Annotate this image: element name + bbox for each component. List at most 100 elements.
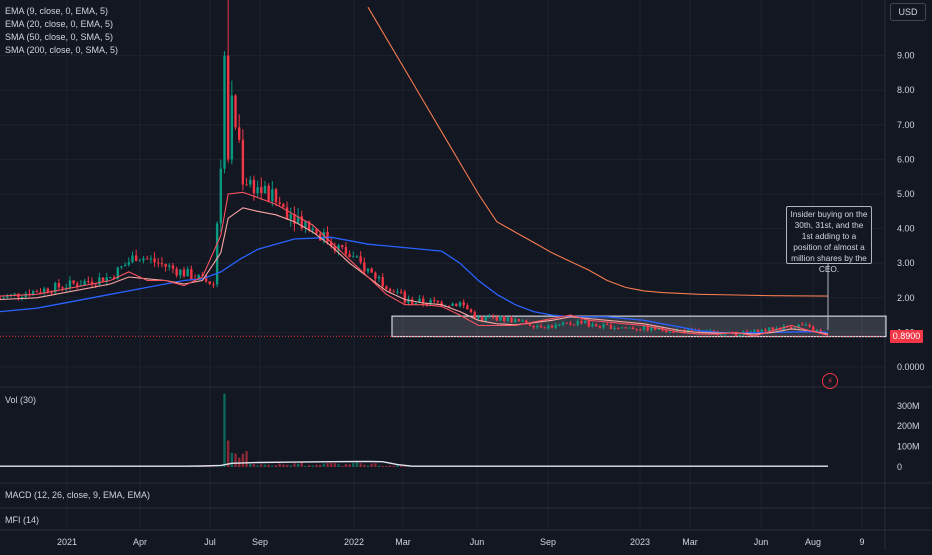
candle-body xyxy=(264,186,266,193)
volume-bar xyxy=(356,463,358,467)
legend-ema20[interactable]: EMA (20, close, 0, EMA, 5) xyxy=(5,18,113,31)
price-tick-label: 7.00 xyxy=(897,120,915,130)
candle-body xyxy=(135,256,137,261)
candle-body xyxy=(621,327,623,328)
candle-body xyxy=(396,292,398,293)
candle-body xyxy=(168,266,170,267)
volume-bar xyxy=(282,464,284,467)
candle-body xyxy=(72,280,74,283)
candle-body xyxy=(164,264,166,267)
candle-body xyxy=(382,277,384,286)
candle-body xyxy=(481,317,483,321)
candle-body xyxy=(606,324,608,325)
candle-body xyxy=(753,330,755,332)
candle-body xyxy=(260,187,262,193)
candle-body xyxy=(646,326,648,330)
candle-body xyxy=(139,260,141,261)
volume-bar xyxy=(382,466,384,467)
candle-body xyxy=(183,270,185,277)
candle-body xyxy=(393,291,395,292)
candle-body xyxy=(492,317,494,318)
volume-bar xyxy=(286,465,288,467)
candle-body xyxy=(569,323,571,324)
candle-body xyxy=(794,328,796,329)
candle-body xyxy=(808,325,810,327)
candle-body xyxy=(87,281,89,282)
candle-body xyxy=(120,266,122,267)
candle-body xyxy=(812,327,814,331)
candle-body xyxy=(275,189,277,202)
candle-body xyxy=(459,302,461,306)
annotation-callout[interactable]: Insider buying on the 30th, 31st, and th… xyxy=(786,206,872,264)
candle-body xyxy=(543,328,545,329)
candle-body xyxy=(153,258,155,262)
volume-bar xyxy=(404,466,406,467)
legend-sma200[interactable]: SMA (200, close, 0, SMA, 5) xyxy=(5,44,118,57)
candle-body xyxy=(602,324,604,328)
currency-button[interactable]: USD xyxy=(890,3,926,21)
volume-bar xyxy=(370,464,372,467)
legend-ema9[interactable]: EMA (9, close, 0, EMA, 5) xyxy=(5,5,108,18)
candle-body xyxy=(212,284,214,285)
volume-bar xyxy=(374,463,376,467)
candle-body xyxy=(415,303,417,304)
candle-body xyxy=(437,301,439,302)
last-price-label: 0.8900 xyxy=(890,330,923,343)
volume-bar xyxy=(345,464,347,467)
candle-body xyxy=(496,317,498,321)
candle-body xyxy=(161,263,163,264)
candle-body xyxy=(639,330,641,331)
candle-body xyxy=(385,286,387,289)
legend-mfi[interactable]: MFI (14) xyxy=(5,514,39,527)
candle-body xyxy=(477,317,479,318)
candle-body xyxy=(83,281,85,285)
candle-body xyxy=(249,180,251,185)
candle-body xyxy=(573,325,575,326)
candle-body xyxy=(271,189,273,201)
candle-body xyxy=(179,270,181,276)
candle-body xyxy=(58,283,60,287)
legend-macd[interactable]: MACD (12, 26, close, 9, EMA, EMA) xyxy=(5,489,150,502)
candle-body xyxy=(267,186,269,202)
volume-bar xyxy=(363,465,365,467)
lightning-icon[interactable]: ⚡ xyxy=(822,373,838,389)
candle-body xyxy=(21,297,23,298)
price-tick-label: 0.0000 xyxy=(897,362,925,372)
candle-body xyxy=(404,292,406,303)
price-tick-label: 2.00 xyxy=(897,293,915,303)
candle-body xyxy=(518,319,520,321)
price-tick-label: 5.00 xyxy=(897,189,915,199)
candle-body xyxy=(635,329,637,330)
candle-body xyxy=(367,269,369,272)
candle-body xyxy=(172,266,174,269)
legend-sma50[interactable]: SMA (50, close, 0, SMA, 5) xyxy=(5,31,113,44)
candle-body xyxy=(341,245,343,247)
candle-body xyxy=(650,327,652,330)
candle-body xyxy=(227,56,229,160)
candle-body xyxy=(61,287,63,288)
time-tick-label: Jun xyxy=(754,537,769,547)
candle-body xyxy=(790,327,792,328)
candle-body xyxy=(595,324,597,326)
candle-body xyxy=(348,254,350,257)
candle-body xyxy=(462,302,464,305)
volume-bar xyxy=(227,440,229,467)
candle-body xyxy=(521,320,523,321)
time-tick-label: 2022 xyxy=(344,537,364,547)
candle-body xyxy=(816,330,818,331)
legend-volume[interactable]: Vol (30) xyxy=(5,394,36,407)
candle-body xyxy=(554,325,556,328)
candle-body xyxy=(485,317,487,321)
candle-body xyxy=(768,327,770,331)
candle-body xyxy=(617,328,619,329)
candle-body xyxy=(98,277,100,284)
candle-body xyxy=(220,169,222,224)
candle-body xyxy=(628,328,630,329)
volume-bar xyxy=(326,463,328,467)
candle-body xyxy=(632,328,634,330)
volume-bar xyxy=(242,454,244,467)
candle-body xyxy=(411,299,413,304)
candle-body xyxy=(470,309,472,312)
